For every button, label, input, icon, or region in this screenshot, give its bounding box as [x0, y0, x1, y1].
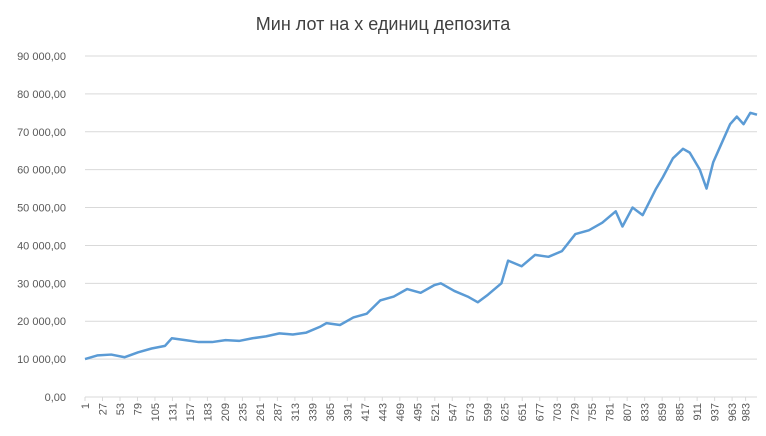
y-tick-label: 90 000,00: [17, 51, 66, 63]
x-tick-label: 443: [377, 403, 389, 421]
x-tick-label: 417: [360, 403, 372, 421]
x-tick-label: 469: [395, 403, 407, 421]
x-tick-label: 495: [412, 403, 424, 421]
x-tick-label: 729: [570, 403, 582, 421]
x-tick-label: 703: [552, 403, 564, 421]
x-tick-label: 677: [535, 403, 547, 421]
x-tick-label: 547: [447, 403, 459, 421]
x-tick-label: 937: [710, 403, 722, 421]
x-tick-label: 235: [237, 403, 249, 421]
y-tick-label: 20 000,00: [17, 316, 66, 328]
x-tick-label: 53: [115, 403, 127, 415]
x-tick-label: 651: [517, 403, 529, 421]
data-line: [84, 111, 758, 361]
x-tick-label: 833: [640, 403, 652, 421]
x-tick-label: 287: [272, 403, 284, 421]
x-tick-label: 885: [675, 403, 687, 421]
x-tick-label: 911: [692, 403, 704, 421]
chart-title: Мин лот на x единиц депозита: [256, 14, 511, 34]
x-tick-label: 261: [255, 403, 267, 421]
y-tick-label: 50 000,00: [17, 203, 66, 215]
x-tick-label: 599: [482, 403, 494, 421]
x-tick-label: 131: [167, 403, 179, 421]
y-tick-label: 60 000,00: [17, 165, 66, 177]
y-tick-label: 0,00: [45, 392, 66, 404]
x-tick-label: 209: [220, 403, 232, 421]
x-tick-label: 313: [290, 403, 302, 421]
x-tick-label: 105: [150, 403, 162, 421]
x-tick-label: 365: [325, 403, 337, 421]
x-tick-label: 339: [307, 403, 319, 421]
x-tick-label: 807: [622, 403, 634, 421]
x-tick-label: 983: [741, 403, 753, 421]
x-tick-label: 859: [657, 403, 669, 421]
y-tick-label: 30 000,00: [17, 278, 66, 290]
y-tick-label: 40 000,00: [17, 240, 66, 252]
y-tick-label: 80 000,00: [17, 89, 66, 101]
x-tick-label: 27: [97, 403, 109, 415]
x-tick-label: 1: [80, 403, 92, 409]
x-tick-label: 391: [342, 403, 354, 421]
y-tick-label: 70 000,00: [17, 127, 66, 139]
x-tick-label: 521: [430, 403, 442, 421]
x-tick-label: 781: [605, 403, 617, 421]
x-tick-label: 755: [587, 403, 599, 421]
y-tick-label: 10 000,00: [17, 354, 66, 366]
x-tick-label: 183: [202, 403, 214, 421]
x-tick-label: 79: [132, 403, 144, 415]
x-tick-label: 625: [500, 403, 512, 421]
x-tick-label: 573: [465, 403, 477, 421]
x-tick-label: 963: [727, 403, 739, 421]
x-tick-label: 157: [185, 403, 197, 421]
